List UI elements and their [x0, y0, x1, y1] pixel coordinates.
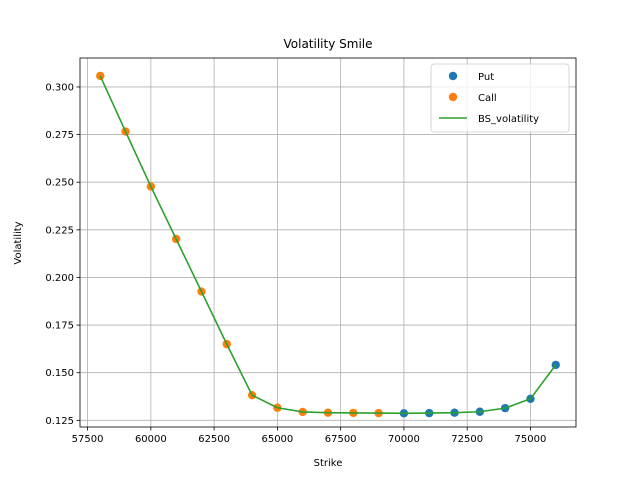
legend: Put Call BS_volatility [430, 63, 570, 133]
call-point [96, 71, 105, 81]
x-tick-label: 67500 [325, 434, 357, 445]
legend-label-bs-volatility: BS_volatility [478, 114, 539, 125]
x-tick-label: 62500 [198, 434, 230, 445]
legend-marker-put [448, 71, 458, 81]
y-tick-label: 0.275 [45, 130, 74, 141]
y-axis-label: Volatility [13, 221, 24, 264]
x-axis-label: Strike [314, 458, 343, 469]
y-tick-label: 0.300 [45, 82, 74, 93]
y-tick-label: 0.200 [45, 273, 74, 284]
plot-frame [79, 57, 577, 428]
legend-label-put: Put [478, 72, 494, 83]
legend-label-call: Call [478, 93, 497, 104]
x-tick-label: 75000 [515, 434, 547, 445]
x-tick-label: 60000 [135, 434, 167, 445]
legend-box [430, 63, 570, 133]
y-tick-label: 0.150 [45, 368, 74, 379]
y-tick-label: 0.225 [45, 225, 74, 236]
series-layer [96, 71, 560, 418]
legend-marker-call [448, 92, 458, 102]
y-tick-label: 0.125 [45, 416, 74, 427]
x-axis-ticks: 57500 60000 62500 65000 67500 70000 72500 75000 [72, 427, 547, 445]
x-tick-label: 70000 [388, 434, 420, 445]
series-bs-volatility-line [99, 75, 557, 415]
y-tick-label: 0.175 [45, 321, 74, 332]
y-axis-ticks: 0.125 0.150 0.175 0.200 0.225 0.250 0.275 0.300 [45, 82, 80, 427]
x-tick-label: 65000 [261, 434, 293, 445]
x-tick-label: 57500 [72, 434, 104, 445]
x-tick-label: 72500 [451, 434, 483, 445]
chart-title: Volatility Smile [284, 37, 373, 51]
y-tick-label: 0.250 [45, 178, 74, 189]
